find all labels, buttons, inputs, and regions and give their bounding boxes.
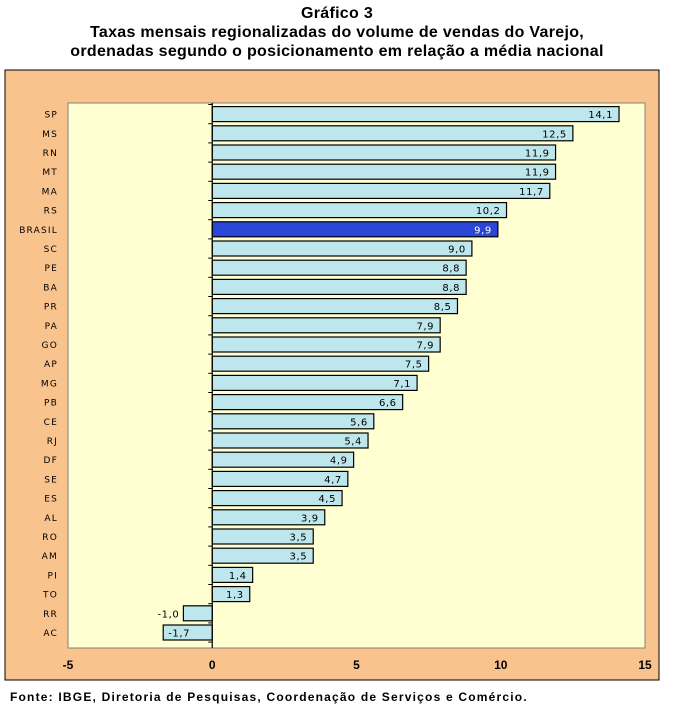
category-label-ce: CE	[44, 418, 58, 428]
category-label-al: AL	[44, 514, 58, 524]
category-label-ba: BA	[43, 283, 58, 293]
bar-go	[211, 336, 441, 353]
category-label-mt: MT	[42, 168, 58, 178]
category-label-se: SE	[44, 475, 58, 485]
x-tick-label: 10	[494, 658, 508, 672]
bar-sc	[211, 240, 473, 257]
value-label-go: 7,9	[416, 341, 434, 352]
category-label-go: GO	[42, 341, 58, 351]
category-label-es: ES	[44, 495, 58, 505]
bar-ba	[211, 278, 467, 295]
value-label-brasil: 9,9	[474, 225, 492, 236]
value-label-rj: 5,4	[344, 437, 362, 448]
value-label-ap: 7,5	[405, 360, 423, 371]
value-label-mt: 11,9	[525, 168, 550, 179]
bar-pa	[211, 317, 441, 334]
category-label-rs: RS	[44, 207, 58, 217]
category-label-df: DF	[43, 456, 58, 466]
value-label-ma: 11,7	[519, 187, 544, 198]
category-label-am: AM	[42, 552, 58, 562]
value-label-rs: 10,2	[476, 206, 501, 217]
value-label-rn: 11,9	[525, 149, 550, 160]
bar-brasil	[211, 221, 499, 238]
value-label-mg: 7,1	[393, 379, 411, 390]
category-label-rr: RR	[43, 610, 58, 620]
category-label-rn: RN	[43, 149, 58, 159]
value-label-ba: 8,8	[442, 283, 460, 294]
value-label-to: 1,3	[226, 590, 244, 601]
value-label-df: 4,9	[330, 456, 348, 467]
x-tick-label: -5	[63, 658, 74, 672]
chart-title-line-2: Taxas mensais regionalizadas do volume d…	[89, 24, 585, 41]
value-label-se: 4,7	[324, 475, 342, 486]
x-tick-label: 0	[209, 658, 216, 672]
bar-mt	[211, 163, 557, 180]
category-label-ac: AC	[43, 629, 58, 639]
category-label-pb: PB	[44, 399, 58, 409]
x-tick-label: 5	[353, 658, 360, 672]
value-label-es: 4,5	[318, 494, 336, 505]
bar-pr	[211, 298, 459, 315]
value-label-pi: 1,4	[229, 571, 247, 582]
category-label-pe: PE	[44, 264, 58, 274]
bar-ms	[211, 125, 574, 142]
value-label-am: 3,5	[290, 552, 308, 563]
x-tick-label: 15	[638, 658, 652, 672]
value-label-pr: 8,5	[434, 302, 452, 313]
bar-rs	[211, 202, 508, 219]
category-label-sc: SC	[44, 245, 58, 255]
category-label-mg: MG	[41, 379, 58, 389]
category-label-sp: SP	[44, 111, 58, 121]
source-note: Fonte: IBGE, Diretoria de Pesquisas, Coo…	[10, 690, 528, 704]
bar-rn	[211, 144, 557, 161]
category-label-ap: AP	[44, 360, 58, 370]
value-label-ms: 12,5	[542, 129, 567, 140]
value-label-pa: 7,9	[416, 321, 434, 332]
category-label-rj: RJ	[47, 437, 58, 447]
value-label-rr: -1,0	[157, 609, 179, 620]
value-label-ro: 3,5	[290, 533, 308, 544]
bar-pb	[211, 394, 404, 411]
bar-ma	[211, 182, 551, 199]
value-label-sp: 14,1	[588, 110, 613, 121]
value-label-sc: 9,0	[448, 245, 466, 256]
bar-rr	[182, 605, 213, 622]
category-label-brasil: BRASIL	[19, 226, 58, 236]
value-label-pe: 8,8	[442, 264, 460, 275]
chart-title-line-3: ordenadas segundo o posicionamento em re…	[70, 43, 604, 60]
category-label-ro: RO	[42, 533, 58, 543]
bar-mg	[211, 374, 418, 391]
chart-title-line-1: Gráfico 3	[300, 5, 374, 22]
value-label-ce: 5,6	[350, 417, 368, 428]
value-label-al: 3,9	[301, 513, 319, 524]
category-label-pi: PI	[48, 571, 58, 581]
category-label-pa: PA	[45, 322, 58, 332]
value-label-ac: -1,7	[168, 629, 190, 640]
bar-pe	[211, 259, 467, 276]
category-label-ma: MA	[42, 187, 58, 197]
category-label-ms: MS	[42, 130, 58, 140]
value-label-pb: 6,6	[379, 398, 397, 409]
category-label-pr: PR	[44, 303, 58, 313]
category-label-to: TO	[42, 591, 58, 601]
bar-ap	[211, 355, 430, 372]
bar-sp	[211, 105, 620, 123]
